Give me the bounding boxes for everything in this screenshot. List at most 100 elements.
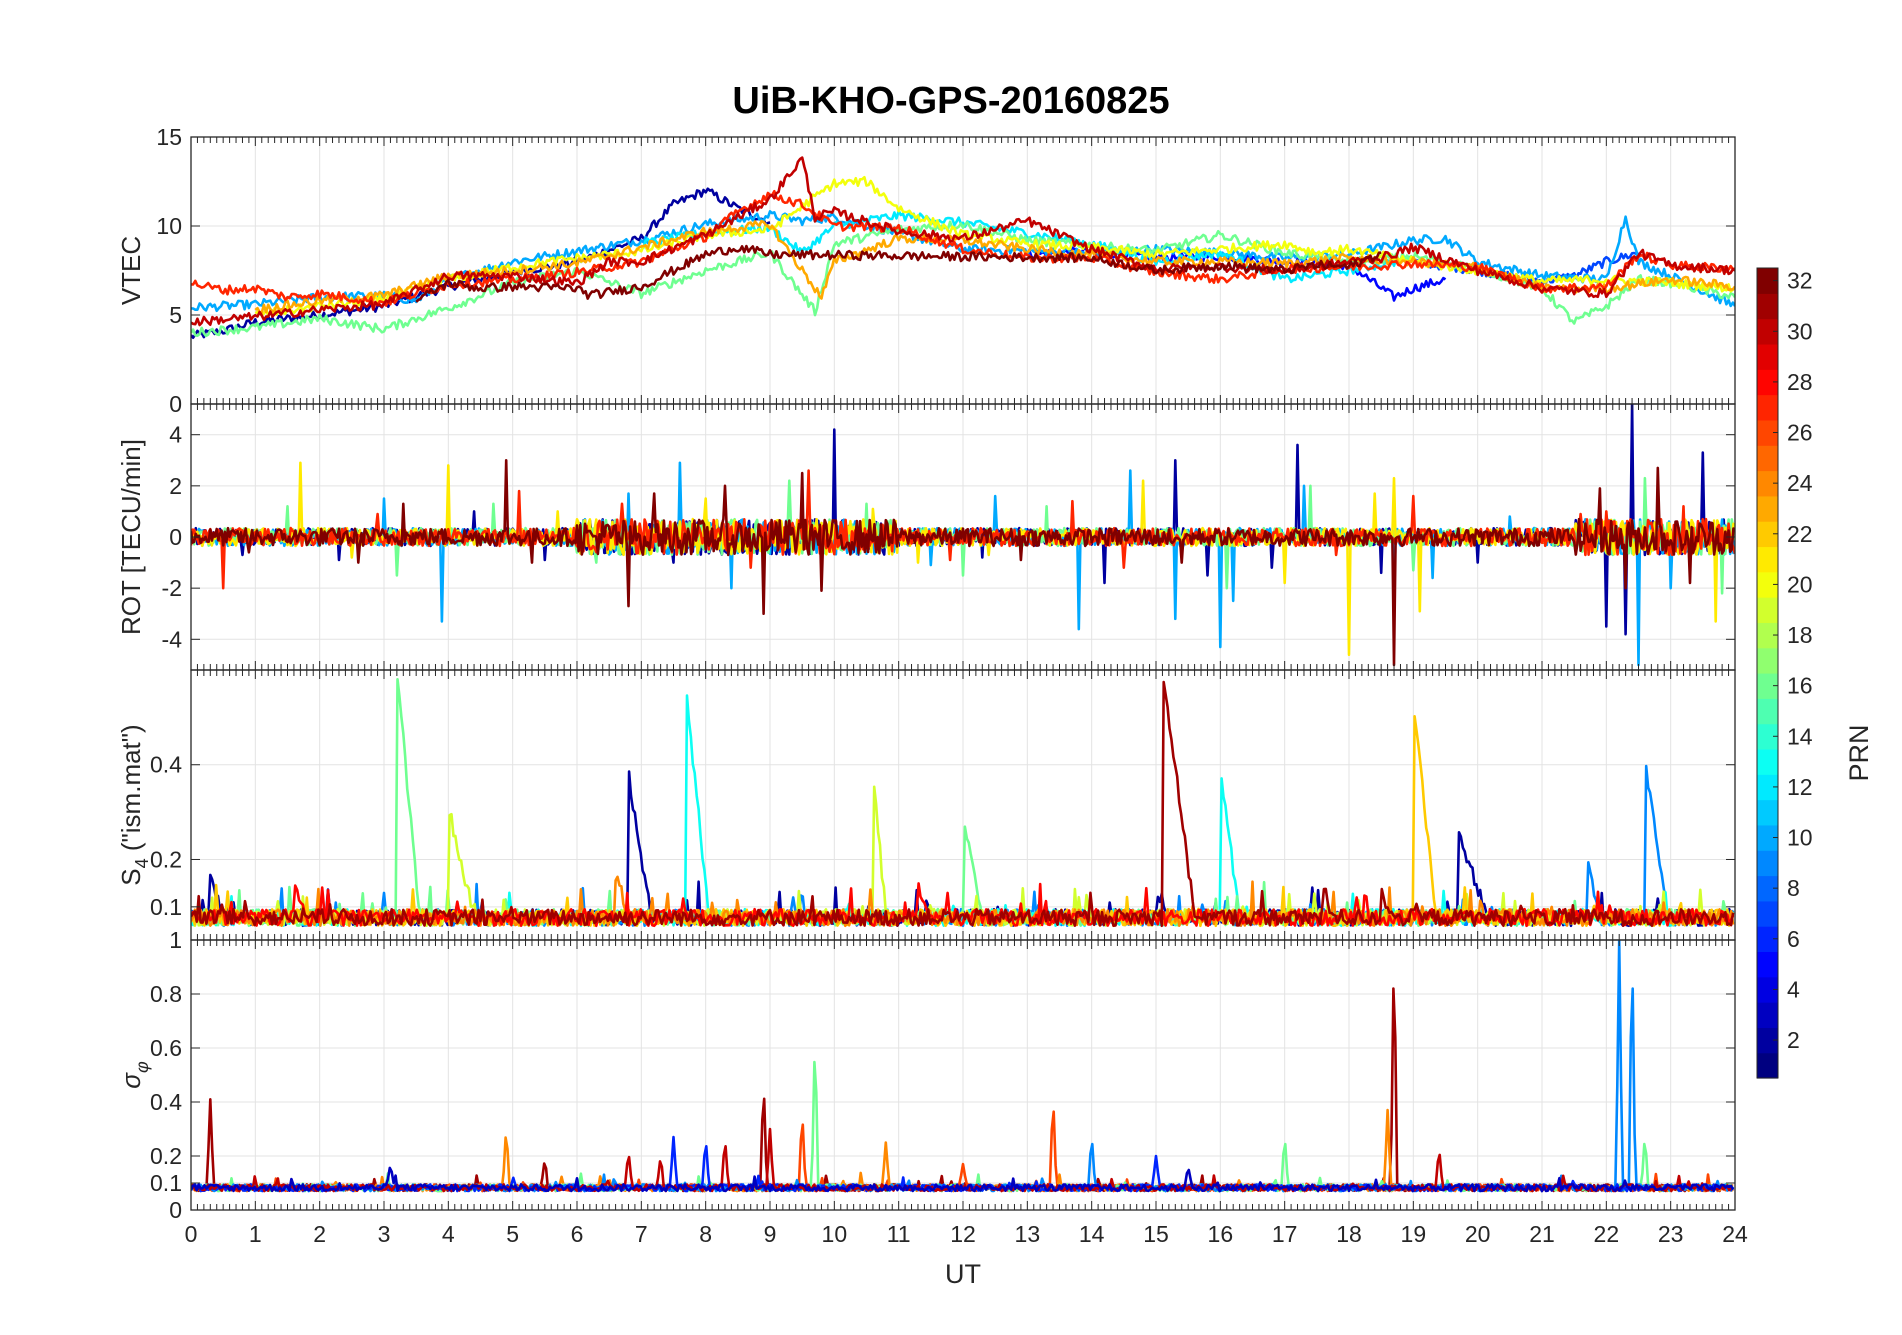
colorbar-segment <box>1757 343 1778 370</box>
colorbar-segment <box>1757 926 1778 953</box>
y-tick-label: 0.2 <box>150 846 182 872</box>
colorbar-segment <box>1757 774 1778 801</box>
colorbar-segment <box>1757 850 1778 877</box>
y-axis-label: VTEC <box>116 236 146 305</box>
x-tick-label: 19 <box>1401 1221 1427 1247</box>
series-line-prn-26 <box>191 1110 1734 1193</box>
x-tick-label: 24 <box>1722 1221 1748 1247</box>
y-tick-label: 0 <box>169 524 182 550</box>
colorbar-tick-label: 26 <box>1787 420 1813 446</box>
colorbar-tick-label: 10 <box>1787 825 1813 851</box>
colorbar-tick-label: 30 <box>1787 318 1813 344</box>
colorbar-segment <box>1757 521 1778 548</box>
colorbar-segment <box>1757 875 1778 902</box>
x-axis-label: UT <box>945 1259 981 1289</box>
y-tick-label: 15 <box>156 124 182 150</box>
series-line-prn-16 <box>191 678 1735 928</box>
y-tick-label: -4 <box>162 626 183 652</box>
y-tick-label: 4 <box>169 422 182 448</box>
panel-vtec: 0 5 10 15 VTEC <box>116 124 1736 417</box>
y-tick-label: 0.1 <box>150 894 182 920</box>
x-tick-label: 20 <box>1465 1221 1491 1247</box>
x-tick-label: 13 <box>1015 1221 1041 1247</box>
colorbar-segment <box>1757 394 1778 421</box>
series-line-prn-32 <box>191 459 1735 667</box>
x-tick-label: 6 <box>571 1221 584 1247</box>
colorbar-segment <box>1757 748 1778 775</box>
colorbar-tick-label: 8 <box>1787 875 1800 901</box>
series-group <box>191 678 1735 928</box>
series-line-prn-22 <box>191 715 1735 928</box>
y-tick-label: -2 <box>162 575 182 601</box>
y-axis-label: ROT [TECU/min] <box>116 439 146 635</box>
y-tick-label: 1 <box>169 927 182 953</box>
series-line-prn-32 <box>415 244 1382 303</box>
colorbar-tick-label: 14 <box>1787 723 1813 749</box>
panel-s4: 0.1 0.2 0.4S4 ("ism.mat") <box>116 669 1736 941</box>
colorbar-tick-label: 16 <box>1787 673 1813 699</box>
colorbar-segment <box>1757 824 1778 851</box>
colorbar-segment <box>1757 900 1778 927</box>
colorbar-tick-label: 22 <box>1787 521 1813 547</box>
colorbar-tick-label: 20 <box>1787 571 1813 597</box>
x-tick-label: 11 <box>887 1221 911 1247</box>
x-tick-label: 22 <box>1594 1221 1620 1247</box>
colorbar-segment <box>1757 622 1778 649</box>
colorbar-segment <box>1757 723 1778 750</box>
colorbar-segment <box>1757 1027 1778 1054</box>
x-tick-label: 18 <box>1336 1221 1362 1247</box>
colorbar-segment <box>1757 951 1778 978</box>
colorbar-frame <box>1756 267 1779 1079</box>
series-line-prn-13 <box>191 694 1735 928</box>
colorbar-tick-label: 18 <box>1787 622 1813 648</box>
x-tick-label: 3 <box>378 1221 391 1247</box>
y-axis-label: σφ <box>116 1061 152 1089</box>
panel-sigma_phi: 00.10.2 0.4 0.6 0.8 1 σφ <box>116 927 1736 1223</box>
colorbar-segment <box>1757 799 1778 826</box>
colorbar-segment <box>1757 698 1778 725</box>
colorbar-segment <box>1757 976 1778 1003</box>
x-tick-label: 4 <box>442 1221 455 1247</box>
x-tick-label: 17 <box>1272 1221 1298 1247</box>
colorbar-segment <box>1757 445 1778 472</box>
y-tick-label: 5 <box>169 302 182 328</box>
x-tick-label: 16 <box>1208 1221 1234 1247</box>
y-axis-label: S4 ("ism.mat") <box>116 724 152 885</box>
colorbar-segment <box>1757 546 1778 573</box>
colorbar-segment <box>1757 673 1778 699</box>
y-tick-label: 0.2 <box>150 1143 182 1169</box>
figure-title: UiB-KHO-GPS-20160825 <box>732 80 1170 122</box>
colorbar-segment <box>1757 369 1778 396</box>
y-tick-label: 0.8 <box>150 981 182 1007</box>
y-tick-label: 0.6 <box>150 1035 182 1061</box>
colorbar-tick-label: 6 <box>1787 926 1800 952</box>
y-tick-label: 10 <box>156 213 182 239</box>
y-tick-label: 0 <box>169 391 182 417</box>
colorbar-tick-label: 32 <box>1787 268 1813 294</box>
x-tick-label: 12 <box>950 1221 976 1247</box>
colorbar-segment <box>1757 268 1778 294</box>
x-tick-label: 21 <box>1529 1221 1555 1247</box>
y-tick-label: 2 <box>169 473 182 499</box>
colorbar-tick-label: 2 <box>1787 1027 1800 1053</box>
colorbar-tick-label: 12 <box>1787 774 1813 800</box>
y-tick-label: 0.4 <box>150 1089 182 1115</box>
x-tick-label: 7 <box>635 1221 648 1247</box>
x-tick-label: 23 <box>1658 1221 1684 1247</box>
y-tick-label: 0 <box>169 1197 182 1223</box>
series-line-prn-31 <box>191 680 1735 928</box>
colorbar-segment <box>1757 495 1778 522</box>
series-group <box>191 404 1735 667</box>
series-group <box>191 156 1735 339</box>
colorbar-segment <box>1757 571 1778 598</box>
x-tick-label: 5 <box>506 1221 519 1247</box>
colorbar-segment <box>1757 293 1778 320</box>
colorbar-segment <box>1757 470 1778 497</box>
series-line-prn-30 <box>191 156 1735 327</box>
colorbar-tick-label: 28 <box>1787 369 1813 395</box>
x-tick-label: 8 <box>699 1221 712 1247</box>
x-tick-label: 1 <box>249 1221 262 1247</box>
